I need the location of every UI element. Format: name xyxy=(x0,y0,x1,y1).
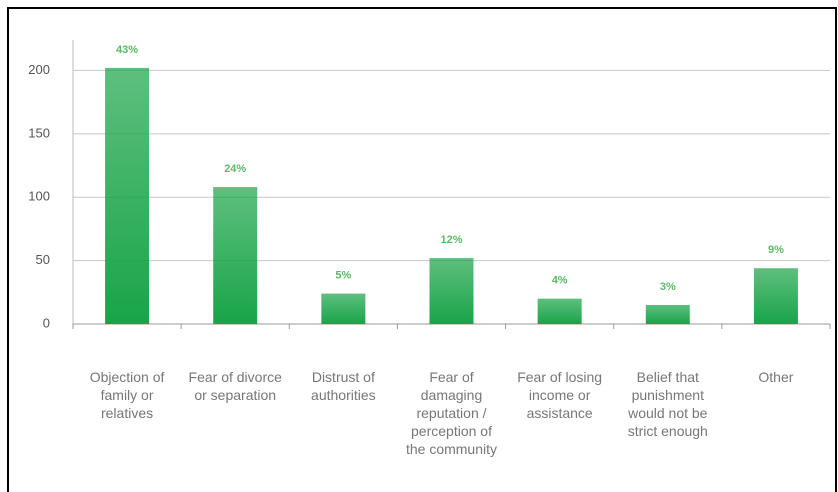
bar-annotation: 12% xyxy=(440,234,462,246)
bar xyxy=(321,293,366,324)
x-tick-label: Other xyxy=(758,369,794,385)
bar-annotation: 3% xyxy=(660,281,676,293)
y-tick-label: 50 xyxy=(36,252,50,267)
y-tick-label: 150 xyxy=(28,125,50,140)
y-tick-label: 200 xyxy=(28,62,50,77)
bar xyxy=(645,304,690,324)
frame xyxy=(7,7,837,492)
bar xyxy=(105,67,150,325)
x-tick-label: Belief that punishment would not be stri… xyxy=(627,369,708,439)
bar-annotation: 5% xyxy=(335,269,351,281)
x-tick-label: Fear of divorce or separation xyxy=(188,369,282,403)
y-tick-label: 100 xyxy=(28,189,50,204)
x-tick-label: Fear of losing income or assistance xyxy=(517,369,603,421)
bar xyxy=(429,258,474,324)
bar-annotation: 24% xyxy=(224,163,246,175)
bar-annotation: 4% xyxy=(552,275,568,287)
bar-annotation: 9% xyxy=(768,244,784,256)
x-tick-label: Objection of family or relatives xyxy=(89,369,165,421)
x-tick-label: Fear of damaging reputation / perception… xyxy=(405,369,498,457)
bar xyxy=(753,268,798,324)
bar xyxy=(213,187,258,324)
y-tick-label: 0 xyxy=(43,315,50,330)
bar-annotation: 43% xyxy=(116,44,138,56)
x-tick-label: Distrust of authorities xyxy=(311,369,376,403)
bar xyxy=(537,298,582,324)
